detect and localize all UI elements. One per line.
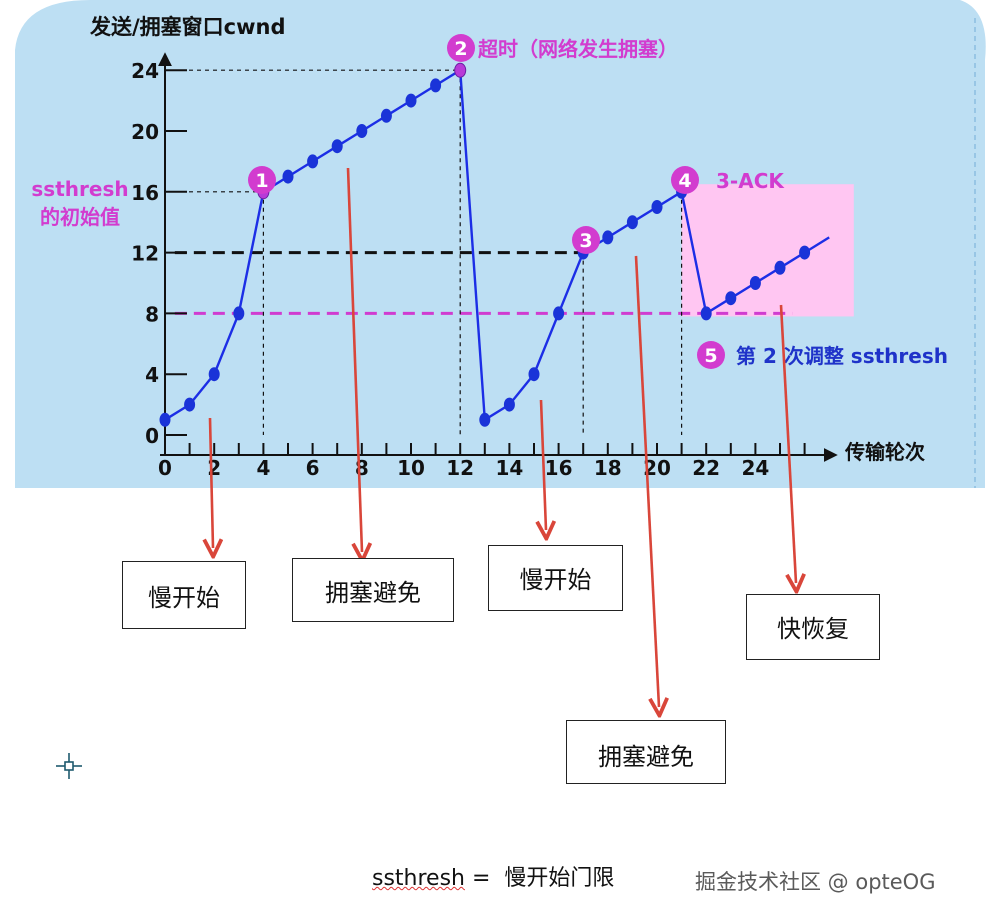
- x-tick-label: 8: [355, 456, 369, 480]
- step-annotation-4: 3-ACK: [716, 169, 785, 193]
- y-tick-label: 20: [131, 120, 159, 144]
- ssthresh-meaning: 慢开始门限: [504, 866, 615, 891]
- data-point: [651, 200, 663, 214]
- phase-box-slow-start-2: 慢开始: [488, 545, 623, 611]
- x-tick-label: 6: [306, 456, 320, 480]
- crosshair-cursor-icon: [56, 753, 82, 779]
- chart-background: [15, 0, 986, 488]
- x-tick-label: 24: [741, 456, 769, 480]
- step-badge-3: [572, 226, 600, 254]
- x-tick-label: 12: [446, 456, 474, 480]
- step-badge-number: 4: [678, 170, 691, 192]
- data-point: [626, 215, 638, 230]
- phase-box-label: 慢开始: [519, 566, 592, 594]
- data-point: [553, 306, 565, 321]
- phase-arrow-2: [346, 167, 362, 552]
- data-point: [331, 139, 343, 154]
- step-badge-number: 5: [704, 345, 717, 367]
- data-point: [700, 306, 712, 321]
- y-tick-label: 16: [131, 181, 159, 205]
- data-point: [799, 245, 811, 260]
- data-point: [208, 367, 220, 382]
- phase-box-label: 拥塞避免: [325, 579, 421, 607]
- step-badge-5: [697, 341, 725, 369]
- data-point: [282, 169, 294, 184]
- y-tick-label: 24: [131, 59, 159, 83]
- step-annotation-2: 超时（网络发生拥塞）: [477, 37, 678, 61]
- phase-box-label: 拥塞避免: [598, 743, 694, 771]
- step-badge-number: 1: [255, 170, 268, 192]
- ssthresh-definition: ssthresh = 慢开始门限: [372, 860, 614, 892]
- phase-box-label: 慢开始: [148, 584, 220, 612]
- step-badge-number: 2: [454, 38, 467, 60]
- data-point: [307, 154, 319, 169]
- cwnd-line: [164, 68, 830, 422]
- data-point: [159, 412, 171, 427]
- data-point: [233, 306, 245, 321]
- step-badge-number: 3: [579, 230, 592, 252]
- x-tick-label: 10: [397, 456, 425, 480]
- watermark: 掘金技术社区 @ opteOG: [695, 870, 936, 894]
- phase-box-label: 快恢复: [777, 615, 849, 643]
- data-point: [356, 124, 368, 138]
- data-point: [528, 367, 540, 382]
- equals-sign: =: [465, 866, 505, 891]
- x-tick-label: 18: [594, 456, 622, 480]
- y-tick-label: 4: [145, 363, 159, 387]
- y-tick-label: 8: [145, 302, 159, 326]
- data-point: [749, 276, 761, 290]
- y-axis-title: 发送/拥塞窗口cwnd: [89, 15, 286, 39]
- x-tick-label: 16: [545, 456, 573, 480]
- step-badge-4: [671, 166, 699, 194]
- ssthresh-initial-label: ssthresh: [31, 177, 128, 201]
- phase-box-congestion-avoidance-2: 拥塞避免: [566, 720, 726, 784]
- data-point: [184, 397, 196, 412]
- x-tick-label: 2: [207, 456, 221, 480]
- data-point: [430, 78, 442, 93]
- y-tick-label: 12: [131, 242, 159, 266]
- x-tick-label: 4: [256, 456, 270, 480]
- data-point: [380, 108, 392, 123]
- phase-box-slow-start-1: 慢开始: [122, 561, 246, 629]
- y-tick-label: 0: [145, 424, 159, 448]
- data-point: [774, 260, 786, 275]
- data-point: [725, 291, 737, 306]
- ssthresh-initial-label: 的初始值: [40, 205, 120, 229]
- data-point: [479, 412, 491, 427]
- x-tick-label: 14: [495, 456, 523, 480]
- fast-recovery-region: [681, 184, 854, 317]
- step-badge-1: [248, 166, 276, 194]
- phase-arrow-4: [634, 255, 659, 707]
- phase-arrow-3: [541, 399, 546, 530]
- step-annotation-5: 第 2 次调整 ssthresh: [736, 344, 948, 368]
- phase-box-fast-recovery: 快恢复: [746, 594, 880, 660]
- x-axis-title: 传输轮次: [844, 440, 925, 464]
- data-point: [602, 230, 614, 245]
- ssthresh-term: ssthresh: [372, 866, 465, 891]
- phase-arrow-5: [779, 304, 796, 583]
- data-point: [405, 93, 417, 108]
- data-point: [503, 397, 515, 412]
- phase-box-congestion-avoidance-1: 拥塞避免: [292, 558, 454, 622]
- x-tick-label: 22: [692, 456, 720, 480]
- step-badge-2: [447, 34, 475, 62]
- data-point: [454, 62, 467, 78]
- phase-arrow-1: [210, 417, 213, 548]
- x-tick-label: 0: [158, 456, 172, 480]
